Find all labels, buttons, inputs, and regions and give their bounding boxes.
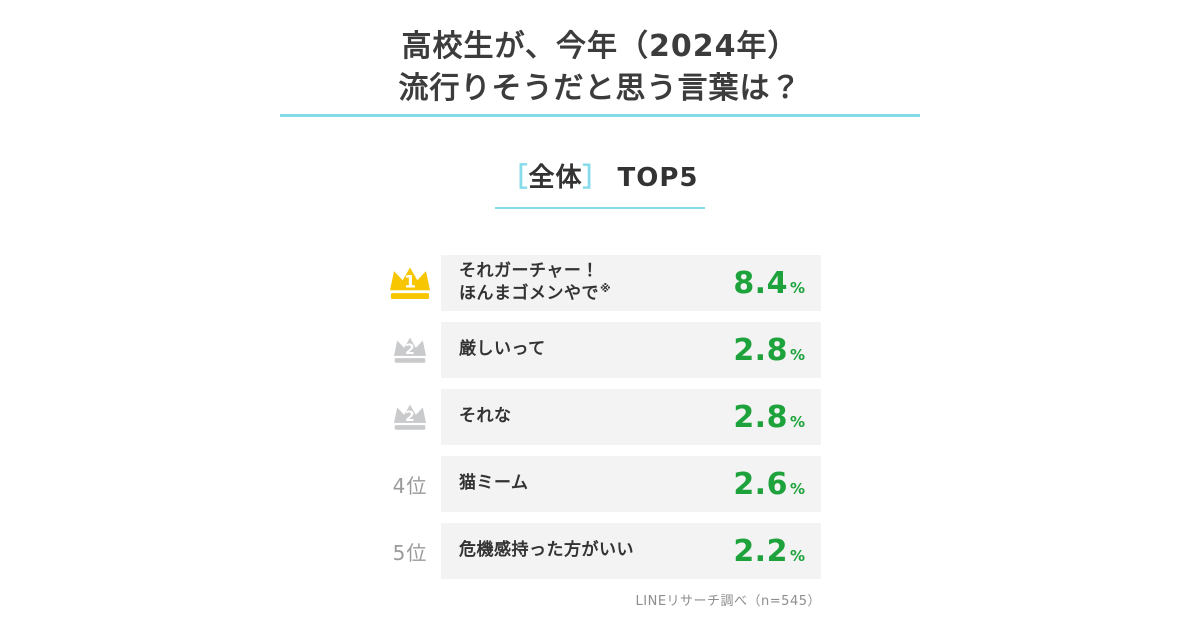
percentage: 2.6% bbox=[733, 467, 805, 502]
word-line-1: それな bbox=[459, 406, 512, 427]
title-line-2: 流行りそうだと思う言葉は？ bbox=[398, 71, 802, 106]
section-heading: ［全体］ TOP5 bbox=[495, 157, 705, 209]
percentage-value: 2.6 bbox=[733, 466, 788, 502]
rank-number: 1 bbox=[404, 273, 416, 293]
section-heading-area: ［全体］ TOP5 bbox=[0, 157, 1200, 209]
ranking-row: 5位 危機感持った方がいい 2.2% bbox=[379, 523, 821, 579]
rank-number: 2 bbox=[405, 409, 415, 425]
rank-badge: 5位 bbox=[379, 537, 441, 566]
word-label: 猫ミーム bbox=[459, 473, 529, 494]
percentage: 8.4% bbox=[733, 266, 805, 301]
rank-label: 4位 bbox=[392, 473, 428, 498]
percentage: 2.8% bbox=[733, 400, 805, 435]
ranking-item: 危機感持った方がいい 2.2% bbox=[441, 523, 821, 579]
footnote-mark: ※ bbox=[600, 282, 612, 296]
title-divider bbox=[280, 114, 920, 117]
percentage-value: 2.2 bbox=[733, 533, 788, 569]
top5-label: TOP5 bbox=[617, 163, 699, 193]
ranking-list: 1 それガーチャー！ ほんまゴメンやで※ 8.4% 2 bbox=[379, 255, 821, 579]
crown-silver-icon: 2 bbox=[394, 337, 426, 363]
word-line-1: 危機感持った方がいい bbox=[459, 540, 634, 561]
rank-badge: 4位 bbox=[379, 470, 441, 499]
percentage-unit: % bbox=[789, 546, 805, 565]
word-line-1: 猫ミーム bbox=[459, 473, 529, 494]
source-note: LINEリサーチ調べ（n=545） bbox=[635, 594, 821, 609]
percentage-unit: % bbox=[789, 412, 805, 431]
percentage-value: 2.8 bbox=[733, 399, 788, 435]
bracket-open: ［ bbox=[501, 163, 529, 193]
percentage-unit: % bbox=[789, 479, 805, 498]
word-label: それな bbox=[459, 406, 512, 427]
crown-silver-icon: 2 bbox=[394, 404, 426, 430]
rank-number: 2 bbox=[405, 342, 415, 358]
percentage: 2.8% bbox=[733, 333, 805, 368]
rank-badge: 2 bbox=[379, 401, 441, 433]
ranking-row: 2 それな 2.8% bbox=[379, 389, 821, 445]
word-label: それガーチャー！ ほんまゴメンやで※ bbox=[459, 261, 611, 305]
word-label: 厳しいって bbox=[459, 339, 546, 360]
ranking-item: それガーチャー！ ほんまゴメンやで※ 8.4% bbox=[441, 255, 821, 311]
ranking-row: 4位 猫ミーム 2.6% bbox=[379, 456, 821, 512]
rank-badge: 1 bbox=[379, 263, 441, 303]
word-line-1: 厳しいって bbox=[459, 339, 546, 360]
ranking-item: 厳しいって 2.8% bbox=[441, 322, 821, 378]
percentage-value: 2.8 bbox=[733, 332, 788, 368]
ranking-row: 1 それガーチャー！ ほんまゴメンやで※ 8.4% bbox=[379, 255, 821, 311]
scope-label: 全体 bbox=[528, 163, 583, 193]
word-line-1: それガーチャー！ bbox=[459, 260, 599, 281]
word-line-2: ほんまゴメンやで bbox=[459, 283, 599, 304]
percentage-unit: % bbox=[789, 345, 805, 364]
footer: LINEリサーチ調べ（n=545） bbox=[379, 590, 821, 609]
percentage-value: 8.4 bbox=[733, 265, 788, 301]
crown-gold-icon: 1 bbox=[390, 267, 430, 299]
ranking-row: 2 厳しいって 2.8% bbox=[379, 322, 821, 378]
page-title: 高校生が、今年（2024年） 流行りそうだと思う言葉は？ bbox=[0, 26, 1200, 110]
rank-label: 5位 bbox=[392, 540, 428, 565]
title-line-1: 高校生が、今年（2024年） bbox=[401, 29, 799, 64]
word-label: 危機感持った方がいい bbox=[459, 540, 634, 561]
bracket-close: ］ bbox=[582, 163, 610, 193]
rank-badge: 2 bbox=[379, 334, 441, 366]
percentage: 2.2% bbox=[733, 534, 805, 569]
ranking-item: 猫ミーム 2.6% bbox=[441, 456, 821, 512]
percentage-unit: % bbox=[789, 278, 805, 297]
ranking-item: それな 2.8% bbox=[441, 389, 821, 445]
